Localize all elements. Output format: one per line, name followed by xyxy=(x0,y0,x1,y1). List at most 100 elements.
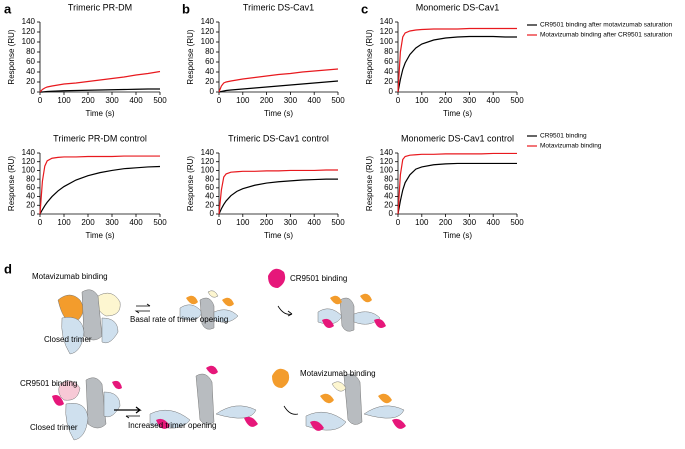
x-tick-label: 200 xyxy=(439,218,453,227)
x-tick-label: 300 xyxy=(463,96,477,105)
x-tick-label: 0 xyxy=(396,218,401,227)
x-tick-label: 500 xyxy=(331,218,345,227)
y-tick-label: 0 xyxy=(389,87,394,96)
panel-label: b xyxy=(182,1,190,16)
x-tick-label: 300 xyxy=(284,96,298,105)
data-line xyxy=(397,152,517,215)
x-tick-label: 100 xyxy=(236,96,250,105)
data-line xyxy=(40,88,160,93)
y-tick-label: 140 xyxy=(201,17,215,26)
y-tick-label: 20 xyxy=(205,77,214,86)
data-line xyxy=(397,35,517,93)
x-tick-label: 400 xyxy=(129,218,143,227)
chart-title: Monomeric DS-Cav1 control xyxy=(401,133,514,143)
x-tick-label: 500 xyxy=(153,96,167,105)
x-tick-label: 200 xyxy=(81,96,95,105)
y-tick-label: 120 xyxy=(201,27,215,36)
y-tick-label: 100 xyxy=(201,37,215,46)
x-tick-label: 200 xyxy=(81,218,95,227)
x-axis-label: Time (s) xyxy=(443,109,472,118)
chart: Trimeric PR-DM control020406080100120140… xyxy=(7,133,167,240)
x-tick-label: 0 xyxy=(38,96,43,105)
y-tick-label: 20 xyxy=(384,200,393,209)
y-tick-label: 100 xyxy=(380,166,394,175)
diagram-label: Motavizumab binding xyxy=(300,369,376,378)
chart: Trimeric DS-Cav1 control0204060801001201… xyxy=(186,133,345,240)
y-tick-label: 20 xyxy=(26,77,35,86)
x-tick-label: 100 xyxy=(236,218,250,227)
y-tick-label: 60 xyxy=(384,183,393,192)
chart-title: Trimeric DS-Cav1 control xyxy=(228,133,329,143)
y-tick-label: 40 xyxy=(205,192,214,201)
y-tick-label: 0 xyxy=(389,209,394,218)
x-tick-label: 200 xyxy=(260,96,274,105)
y-tick-label: 80 xyxy=(384,174,393,183)
data-line xyxy=(218,178,338,215)
x-axis-label: Time (s) xyxy=(85,231,114,240)
x-tick-label: 500 xyxy=(153,218,167,227)
open-trimer-cr xyxy=(317,293,386,332)
y-tick-label: 80 xyxy=(205,174,214,183)
x-tick-label: 500 xyxy=(331,96,345,105)
y-tick-label: 140 xyxy=(22,17,36,26)
y-tick-label: 120 xyxy=(380,157,394,166)
chart-title: Monomeric DS-Cav1 xyxy=(416,2,500,12)
y-tick-label: 60 xyxy=(26,183,35,192)
data-line xyxy=(397,162,517,215)
y-tick-label: 120 xyxy=(22,27,36,36)
y-tick-label: 100 xyxy=(22,37,36,46)
x-tick-label: 200 xyxy=(439,96,453,105)
x-tick-label: 100 xyxy=(415,96,429,105)
x-tick-label: 300 xyxy=(463,218,477,227)
panel-label: d xyxy=(4,261,12,276)
y-axis-label: Response (RU) xyxy=(186,29,195,84)
y-tick-label: 80 xyxy=(205,47,214,56)
open-trimer-bottom xyxy=(149,365,258,429)
y-tick-label: 60 xyxy=(26,57,35,66)
x-axis-label: Time (s) xyxy=(85,109,114,118)
y-tick-label: 20 xyxy=(384,77,393,86)
y-tick-label: 40 xyxy=(384,192,393,201)
y-tick-label: 100 xyxy=(22,166,36,175)
x-tick-label: 100 xyxy=(415,218,429,227)
chart-title: Trimeric PR-DM control xyxy=(53,133,147,143)
data-line xyxy=(218,169,338,215)
open-trimer-top xyxy=(179,290,239,330)
y-axis-label: Response (RU) xyxy=(186,156,195,211)
y-tick-label: 140 xyxy=(22,148,36,157)
y-tick-label: 20 xyxy=(205,200,214,209)
y-tick-label: 20 xyxy=(26,200,35,209)
open-trimer-full xyxy=(305,373,406,431)
x-tick-label: 400 xyxy=(487,96,501,105)
x-tick-label: 0 xyxy=(38,218,43,227)
x-tick-label: 300 xyxy=(105,218,119,227)
x-tick-label: 500 xyxy=(510,218,524,227)
y-tick-label: 0 xyxy=(31,209,36,218)
x-tick-label: 0 xyxy=(217,96,222,105)
y-tick-label: 140 xyxy=(380,148,394,157)
y-tick-label: 100 xyxy=(380,37,394,46)
x-tick-label: 100 xyxy=(57,218,71,227)
y-tick-label: 60 xyxy=(205,183,214,192)
y-tick-label: 140 xyxy=(380,17,394,26)
x-tick-label: 0 xyxy=(396,96,401,105)
closed-trimer-bottom xyxy=(52,377,122,441)
y-tick-label: 80 xyxy=(26,47,35,56)
legend-label: CR9501 binding after motavizumab saturat… xyxy=(540,22,673,29)
data-line xyxy=(39,70,161,93)
diagram-label: Increased trimer opening xyxy=(128,421,217,430)
data-line xyxy=(39,155,160,215)
y-tick-label: 40 xyxy=(26,67,35,76)
y-tick-label: 40 xyxy=(26,192,35,201)
x-tick-label: 400 xyxy=(308,218,322,227)
y-tick-label: 40 xyxy=(205,67,214,76)
x-axis-label: Time (s) xyxy=(264,109,293,118)
legend-label: CR9501 binding xyxy=(540,133,587,140)
panel-label: c xyxy=(361,1,368,16)
chart-title: Trimeric DS-Cav1 xyxy=(243,2,314,12)
diagram: Motavizumab binding Closed trimer Basal … xyxy=(20,268,406,441)
legend-label: Motavizumab binding xyxy=(540,143,602,150)
